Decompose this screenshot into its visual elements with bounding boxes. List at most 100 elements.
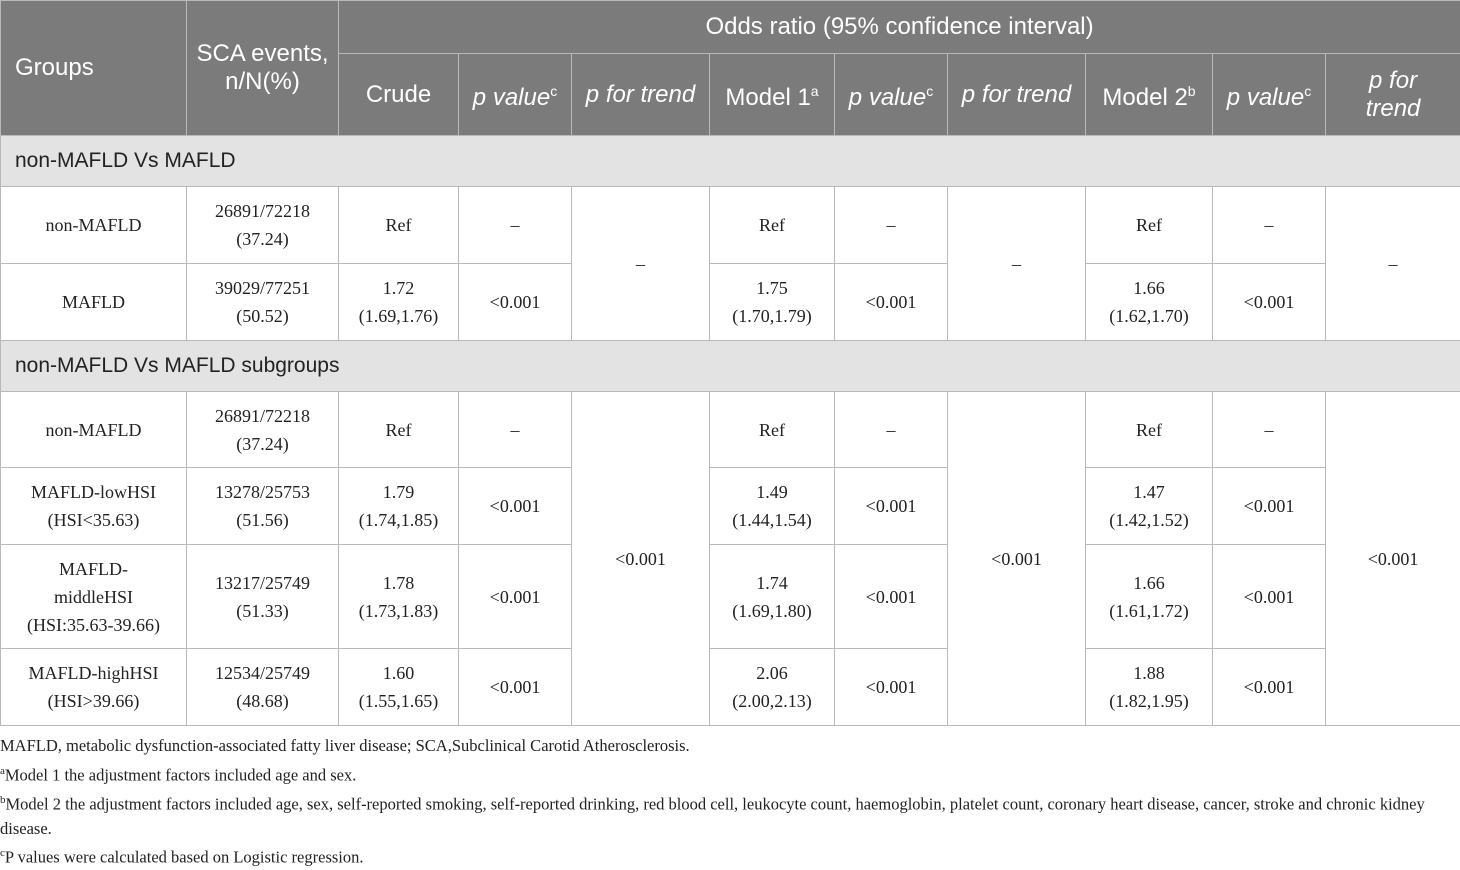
crude-ci: (1.74,1.85): [339, 506, 458, 534]
header-trend-crude: p for trend: [572, 54, 710, 136]
sca-count: 13278/25753: [187, 478, 338, 506]
model2-or: 1.66: [1086, 274, 1212, 302]
sca-percent: (37.24): [187, 430, 338, 458]
model2-or: Ref: [1086, 416, 1212, 444]
trend-cell: –: [948, 187, 1086, 341]
header-sca-line2: n/N(%): [187, 68, 338, 96]
header-trend-m1: p for trend: [948, 54, 1086, 136]
header-sca-line1: SCA events,: [187, 40, 338, 68]
group-cell: MAFLD-middleHSI(HSI:35.63-39.66): [1, 545, 187, 649]
group-label: MAFLD: [1, 288, 186, 316]
crude-or: Ref: [339, 211, 458, 239]
sca-percent: (51.33): [187, 597, 338, 625]
sca-percent: (48.68): [187, 687, 338, 715]
model2-ci: (1.62,1.70): [1086, 302, 1212, 330]
footnote-a: aModel 1 the adjustment factors included…: [0, 759, 1460, 788]
p-value-cell: <0.001: [459, 264, 572, 341]
group-cell: non-MAFLD: [1, 187, 187, 264]
sca-count: 26891/72218: [187, 402, 338, 430]
group-label-cont: middleHSI: [1, 583, 186, 611]
model1-sup: a: [811, 83, 819, 99]
trend-label: trend: [1326, 95, 1460, 123]
model2-or: Ref: [1086, 211, 1212, 239]
crude-or: 1.78: [339, 569, 458, 597]
model1-cell: Ref: [710, 187, 835, 264]
sca-cell: 39029/77251(50.52): [187, 264, 339, 341]
p-value-cell: <0.001: [835, 264, 948, 341]
crude-ci: (1.69,1.76): [339, 302, 458, 330]
header-groups: Groups: [1, 1, 187, 136]
p-value-cell: –: [835, 187, 948, 264]
crude-or: 1.60: [339, 659, 458, 687]
p-for-trend-label: p for trend: [586, 81, 695, 108]
sca-percent: (51.56): [187, 506, 338, 534]
model1-or: 1.75: [710, 274, 834, 302]
header-sca-events: SCA events, n/N(%): [187, 1, 339, 136]
sca-count: 26891/72218: [187, 197, 338, 225]
sca-cell: 26891/72218(37.24): [187, 392, 339, 468]
model2-cell: Ref: [1086, 187, 1213, 264]
model2-cell: 1.47(1.42,1.52): [1086, 468, 1213, 545]
p-for-trend-label: p for trend: [962, 81, 1071, 108]
crude-cell: 1.79(1.74,1.85): [339, 468, 459, 545]
model1-ci: (1.69,1.80): [710, 597, 834, 625]
results-table: Groups SCA events, n/N(%) Odds ratio (95…: [0, 0, 1460, 726]
footnote-c-text: P values were calculated based on Logist…: [5, 848, 364, 867]
p-value-cell: –: [1213, 392, 1326, 468]
crude-cell: 1.60(1.55,1.65): [339, 649, 459, 726]
header-trend-m2: p for trend: [1326, 54, 1460, 136]
header-odds-ratio: Odds ratio (95% confidence interval): [339, 1, 1460, 54]
model2-ci: (1.82,1.95): [1086, 687, 1212, 715]
group-label: MAFLD-highHSI: [1, 659, 186, 687]
model1-or: Ref: [710, 211, 834, 239]
p-value-sup: c: [1304, 83, 1311, 99]
header-model1: Model 1a: [710, 54, 835, 136]
model1-or: 2.06: [710, 659, 834, 687]
sca-cell: 12534/25749(48.68): [187, 649, 339, 726]
p-for-label: p for: [1326, 67, 1460, 95]
sca-cell: 13278/25753(51.56): [187, 468, 339, 545]
p-value-sup: c: [926, 83, 933, 99]
group-label: non-MAFLD: [1, 211, 186, 239]
model1-or: 1.49: [710, 478, 834, 506]
footnote-abbreviations: MAFLD, metabolic dysfunction-associated …: [0, 734, 1460, 759]
header-model2: Model 2b: [1086, 54, 1213, 136]
p-value-cell: –: [1213, 187, 1326, 264]
model2-label: Model 2: [1102, 84, 1187, 111]
trend-cell: <0.001: [1326, 392, 1460, 726]
crude-cell: Ref: [339, 187, 459, 264]
p-value-cell: <0.001: [835, 468, 948, 545]
p-value-cell: <0.001: [835, 649, 948, 726]
model2-cell: 1.88(1.82,1.95): [1086, 649, 1213, 726]
trend-cell: <0.001: [572, 392, 710, 726]
crude-or: Ref: [339, 416, 458, 444]
group-range: (HSI:35.63-39.66): [1, 611, 186, 639]
sca-count: 39029/77251: [187, 274, 338, 302]
p-value-label: p value: [849, 84, 926, 111]
model1-cell: 1.75(1.70,1.79): [710, 264, 835, 341]
header-p-value-m1: p valuec: [835, 54, 948, 136]
section-title: non-MAFLD Vs MAFLD: [1, 136, 1460, 187]
footnote-a-text: Model 1 the adjustment factors included …: [5, 765, 356, 784]
model2-ci: (1.42,1.52): [1086, 506, 1212, 534]
model2-cell: Ref: [1086, 392, 1213, 468]
group-range: (HSI<35.63): [1, 506, 186, 534]
model2-cell: 1.66(1.61,1.72): [1086, 545, 1213, 649]
header-p-value-m2: p valuec: [1213, 54, 1326, 136]
trend-cell: –: [572, 187, 710, 341]
model2-cell: 1.66(1.62,1.70): [1086, 264, 1213, 341]
crude-ci: (1.55,1.65): [339, 687, 458, 715]
p-value-sup: c: [550, 83, 557, 99]
footnote-b-text: Model 2 the adjustment factors included …: [0, 794, 1425, 838]
crude-cell: 1.72(1.69,1.76): [339, 264, 459, 341]
section-title: non-MAFLD Vs MAFLD subgroups: [1, 341, 1460, 392]
group-cell: MAFLD-lowHSI(HSI<35.63): [1, 468, 187, 545]
model2-or: 1.88: [1086, 659, 1212, 687]
trend-cell: –: [1326, 187, 1460, 341]
p-value-cell: <0.001: [1213, 468, 1326, 545]
model1-cell: 1.49(1.44,1.54): [710, 468, 835, 545]
crude-ci: (1.73,1.83): [339, 597, 458, 625]
p-value-cell: <0.001: [1213, 545, 1326, 649]
model1-label: Model 1: [725, 84, 810, 111]
model1-ci: (1.44,1.54): [710, 506, 834, 534]
